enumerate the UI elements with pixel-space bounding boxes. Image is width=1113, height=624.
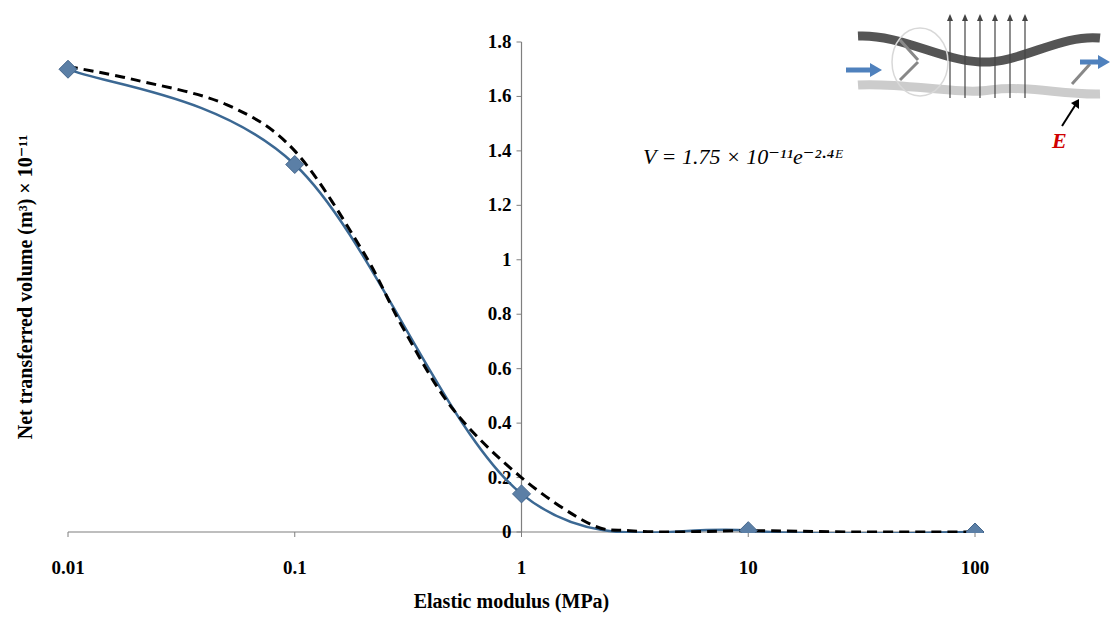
inset-arrow xyxy=(979,18,980,98)
y-axis-title: Net transferred volume (m³) × 10⁻¹¹ xyxy=(14,135,37,440)
inset-flow xyxy=(846,68,872,73)
inset-arrow xyxy=(1024,18,1025,98)
y-tick-label: 1.6 xyxy=(488,85,512,106)
equation: V = 1.75 × 10⁻¹¹e⁻²·⁴ᴱ xyxy=(643,144,843,169)
inset-arrow xyxy=(1009,18,1010,98)
y-tick-label: 0 xyxy=(502,521,512,542)
inset-arrowhead xyxy=(992,14,998,21)
y-tick-label: 0.8 xyxy=(488,303,512,324)
inset-arrowhead xyxy=(1007,14,1013,21)
y-tick-label: 1.4 xyxy=(488,140,512,161)
data-point xyxy=(59,60,77,78)
x-tick-label: 0.1 xyxy=(283,557,307,578)
data-point xyxy=(513,485,531,503)
y-tick xyxy=(517,259,522,260)
inset-arrow xyxy=(994,18,995,98)
inset-flow xyxy=(1080,60,1100,65)
inset-diagram: E xyxy=(846,14,1110,153)
x-tick xyxy=(521,532,522,537)
y-tick-label: 0.6 xyxy=(488,358,512,379)
x-tick-label: 100 xyxy=(961,557,990,578)
x-tick-label: 1 xyxy=(517,557,527,578)
inset-arrowhead xyxy=(1022,14,1028,21)
series-line xyxy=(68,67,975,533)
inset-arrowhead xyxy=(947,14,953,21)
y-tick xyxy=(517,423,522,424)
series-line xyxy=(68,69,975,533)
y-tick-label: 0.4 xyxy=(488,412,512,433)
y-tick-label: 1.2 xyxy=(488,194,512,215)
y-tick xyxy=(517,96,522,97)
inset-label: E xyxy=(1051,128,1067,153)
inset-arrowhead xyxy=(962,14,968,21)
data-point xyxy=(966,523,984,533)
y-tick xyxy=(517,42,522,43)
x-tick-label: 0.01 xyxy=(51,557,84,578)
inset-arrowhead xyxy=(977,14,983,21)
y-tick-label: 1.8 xyxy=(488,31,512,52)
axes: 0.01 0.1 1 10 100 0 0.2 0.4 0.6 0.8 1 1.2 1.4 1.6 1.8 xyxy=(51,31,989,578)
y-tick xyxy=(517,532,522,533)
x-axis-title: Elastic modulus (MPa) xyxy=(414,590,610,613)
inset-pointer xyxy=(1062,104,1076,126)
inset-lower-wall xyxy=(858,85,1100,95)
inset-valve xyxy=(900,40,918,80)
inset-outline xyxy=(892,28,948,96)
inset-flow-head xyxy=(1098,55,1110,69)
y-tick xyxy=(517,205,522,206)
data-point xyxy=(739,522,757,533)
y-tick xyxy=(517,150,522,151)
inset-arrow xyxy=(949,18,950,98)
inset-flow-head xyxy=(870,63,882,77)
x-tick xyxy=(294,532,295,537)
inset-pointer-head xyxy=(1071,99,1079,109)
plot-area xyxy=(59,60,984,533)
chart: 0.01 0.1 1 10 100 0 0.2 0.4 0.6 0.8 1 1.2 1.4 1.6 1.8 E… xyxy=(0,0,1113,624)
y-tick xyxy=(517,368,522,369)
data-point xyxy=(286,156,304,174)
inset-arrow xyxy=(964,18,965,98)
y-tick xyxy=(517,314,522,315)
y-axis-line xyxy=(521,42,522,532)
x-tick-label: 10 xyxy=(739,557,758,578)
inset-valve xyxy=(1072,64,1090,84)
x-tick xyxy=(68,532,69,537)
y-tick-label: 0.2 xyxy=(488,467,512,488)
y-tick-label: 1 xyxy=(502,249,512,270)
